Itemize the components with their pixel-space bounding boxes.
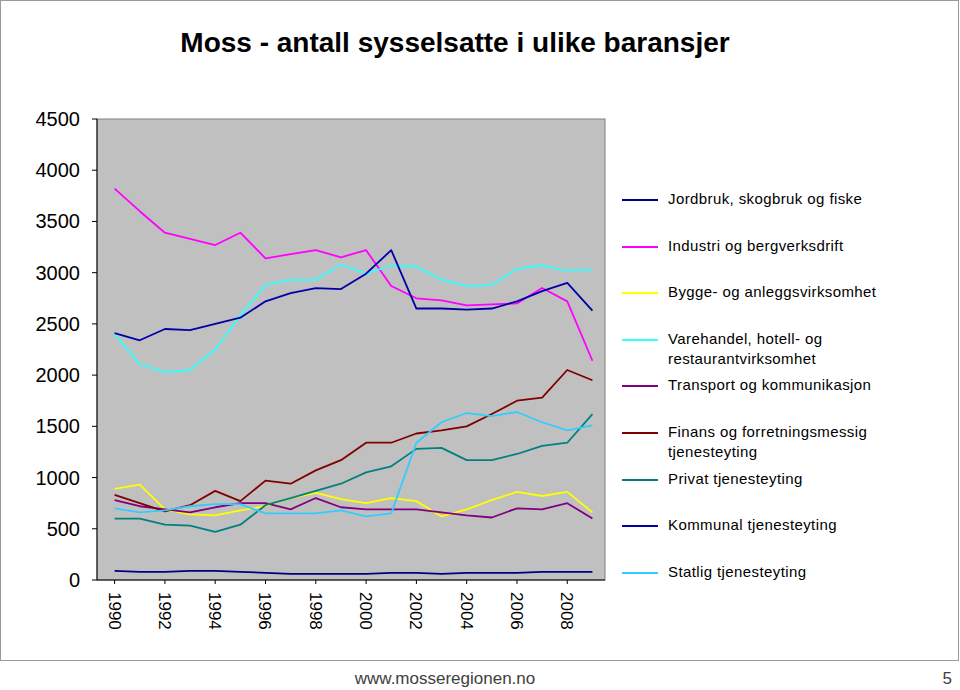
x-tick xyxy=(114,580,115,584)
series-group xyxy=(115,189,593,574)
x-tick xyxy=(315,580,316,584)
legend-item: Privat tjenesteyting xyxy=(622,469,922,516)
legend-swatch xyxy=(622,339,658,341)
y-tick-label: 4000 xyxy=(36,159,81,181)
legend-item: Finans og forretningsmessig tjenesteytin… xyxy=(622,422,922,469)
y-tick-label: 1500 xyxy=(36,415,81,437)
y-tick-label: 2000 xyxy=(36,364,81,386)
x-tick-label: 1996 xyxy=(255,592,274,630)
y-tick xyxy=(92,323,97,324)
legend-label: Finans og forretningsmessig tjenesteytin… xyxy=(668,422,896,462)
legend-swatch xyxy=(622,199,658,201)
legend-label: Transport og kommunikasjon xyxy=(668,375,896,395)
series-line xyxy=(115,412,593,516)
footer-url: www.mosseregionen.no xyxy=(354,669,535,688)
legend-swatch xyxy=(622,385,658,387)
legend: Jordbruk, skogbruk og fiske Industri og b… xyxy=(622,189,922,608)
y-axis xyxy=(97,119,98,580)
legend-swatch xyxy=(622,479,658,481)
legend-item: Transport og kommunikasjon xyxy=(622,375,922,422)
legend-item: Bygge- og anleggsvirksomhet xyxy=(622,282,922,329)
series-line xyxy=(115,571,593,574)
x-tick xyxy=(466,580,467,584)
legend-swatch xyxy=(622,292,658,294)
x-tick-label: 2004 xyxy=(457,592,476,630)
x-tick xyxy=(215,580,216,584)
y-tick xyxy=(92,580,97,581)
x-tick xyxy=(567,580,568,584)
legend-item: Varehandel, hotell- og restaurantvirksom… xyxy=(622,329,922,376)
legend-item: Industri og bergverksdrift xyxy=(622,236,922,283)
title: Moss - antall sysselsatte i ulike barans… xyxy=(180,27,729,58)
x-tick xyxy=(265,580,266,584)
x-tick-label: 2000 xyxy=(356,592,375,630)
legend-label: Kommunal tjenesteyting xyxy=(668,515,896,535)
legend-swatch xyxy=(622,246,658,248)
y-tick-label: 4500 xyxy=(36,108,81,130)
plot-area xyxy=(97,119,605,580)
y-tick xyxy=(92,170,97,171)
page-number: 5 xyxy=(943,669,952,688)
series-line xyxy=(115,370,593,511)
legend-label: Privat tjenesteyting xyxy=(668,469,896,489)
x-tick xyxy=(366,580,367,584)
y-tick-label: 2500 xyxy=(36,313,81,335)
y-tick xyxy=(92,119,97,120)
x-tick-label: 1994 xyxy=(205,592,224,630)
y-tick xyxy=(92,477,97,478)
series-line xyxy=(115,498,593,518)
y-tick xyxy=(92,272,97,273)
series-line xyxy=(115,189,593,361)
y-tick xyxy=(92,221,97,222)
legend-swatch xyxy=(622,525,658,527)
legend-label: Varehandel, hotell- og restaurantvirksom… xyxy=(668,329,896,369)
legend-swatch xyxy=(622,432,658,434)
x-tick-label: 1990 xyxy=(105,592,124,630)
x-tick-label: 2008 xyxy=(557,592,576,630)
legend-swatch xyxy=(622,572,658,574)
y-tick-label: 3000 xyxy=(36,262,81,284)
y-tick xyxy=(92,528,97,529)
y-tick xyxy=(92,375,97,376)
legend-label: Industri og bergverksdrift xyxy=(668,236,896,256)
y-tick-label: 3500 xyxy=(36,210,81,232)
legend-item: Kommunal tjenesteyting xyxy=(622,515,922,562)
legend-item: Statlig tjenesteyting xyxy=(622,562,922,609)
x-tick xyxy=(164,580,165,584)
x-tick-label: 2006 xyxy=(507,592,526,630)
x-tick xyxy=(516,580,517,584)
legend-label: Statlig tjenesteyting xyxy=(668,562,896,582)
legend-label: Bygge- og anleggsvirksomhet xyxy=(668,282,896,302)
series-line xyxy=(115,250,593,340)
legend-label: Jordbruk, skogbruk og fiske xyxy=(668,189,896,209)
x-tick-label: 1998 xyxy=(306,592,325,630)
y-tick-label: 500 xyxy=(47,518,80,540)
x-tick xyxy=(416,580,417,584)
x-axis xyxy=(97,580,605,581)
legend-item: Jordbruk, skogbruk og fiske xyxy=(622,189,922,236)
y-tick xyxy=(92,426,97,427)
x-tick-label: 1992 xyxy=(155,592,174,630)
y-tick-label: 1000 xyxy=(36,467,81,489)
page-frame xyxy=(1,1,959,661)
x-tick-label: 2002 xyxy=(406,592,425,630)
y-tick-label: 0 xyxy=(69,569,80,591)
